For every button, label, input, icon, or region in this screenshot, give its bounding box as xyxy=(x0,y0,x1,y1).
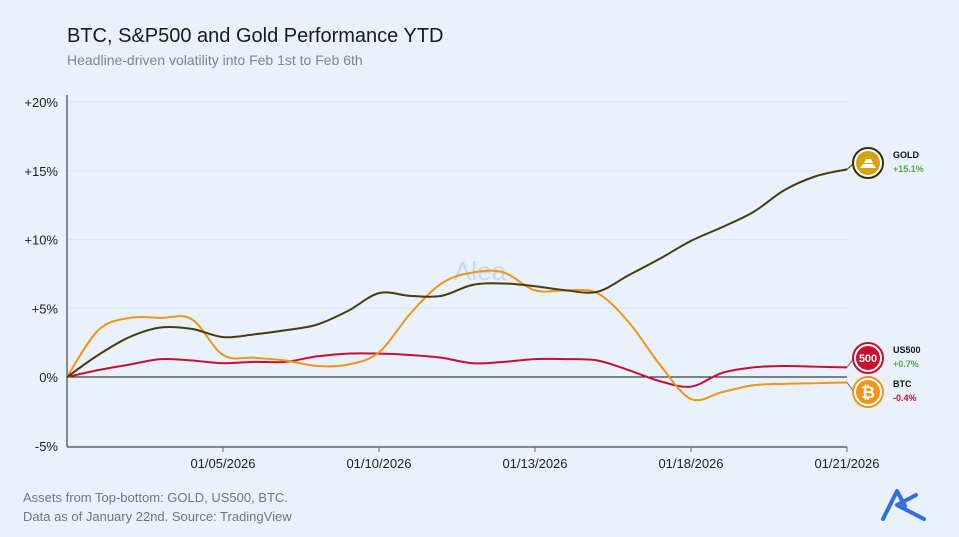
y-tick-label: 0% xyxy=(39,370,58,385)
legend-us500: 500 US500 +0.7% xyxy=(846,342,921,374)
us500-icon-glyph: 500 xyxy=(859,353,877,365)
y-tick-label: +15% xyxy=(24,164,58,179)
x-tick-label: 01/18/2026 xyxy=(658,456,723,471)
legend-name-us500: US500 xyxy=(893,345,921,355)
x-tick-label: 01/21/2026 xyxy=(814,456,879,471)
x-tick-label: 01/10/2026 xyxy=(346,456,411,471)
y-tick-label: +10% xyxy=(24,233,58,248)
gold-bars-icon xyxy=(860,159,876,168)
series-line-gold xyxy=(66,168,848,378)
us500-icon xyxy=(856,346,880,370)
series-line-us500 xyxy=(66,352,848,388)
footer-source: Data as of January 22nd. Source: Trading… xyxy=(23,509,292,524)
chart-subtitle: Headline-driven volatility into Feb 1st … xyxy=(67,52,363,68)
x-tick-label: 01/05/2026 xyxy=(190,456,255,471)
btc-icon xyxy=(856,380,880,404)
legend-value-us500: +0.7% xyxy=(893,359,919,369)
legend-name-btc: BTC xyxy=(893,379,912,389)
legend-value-btc: -0.4% xyxy=(893,393,917,403)
y-tick-label: -5% xyxy=(35,439,59,454)
x-tick-label: 01/13/2026 xyxy=(502,456,567,471)
y-tick-label: +20% xyxy=(24,95,58,110)
legend-value-gold: +15.1% xyxy=(893,164,924,174)
series-line-btc xyxy=(66,269,848,402)
chart-title: BTC, S&P500 and Gold Performance YTD xyxy=(67,25,444,47)
y-tick-label: +5% xyxy=(32,301,59,316)
legend-name-gold: GOLD xyxy=(893,150,919,160)
legend-gold: GOLD +15.1% xyxy=(846,147,924,179)
legend-btc: ₿ BTC -0.4% xyxy=(846,376,917,408)
btc-icon-glyph: ₿ xyxy=(861,383,875,402)
footer-note: Assets from Top-bottom: GOLD, US500, BTC… xyxy=(23,490,288,505)
